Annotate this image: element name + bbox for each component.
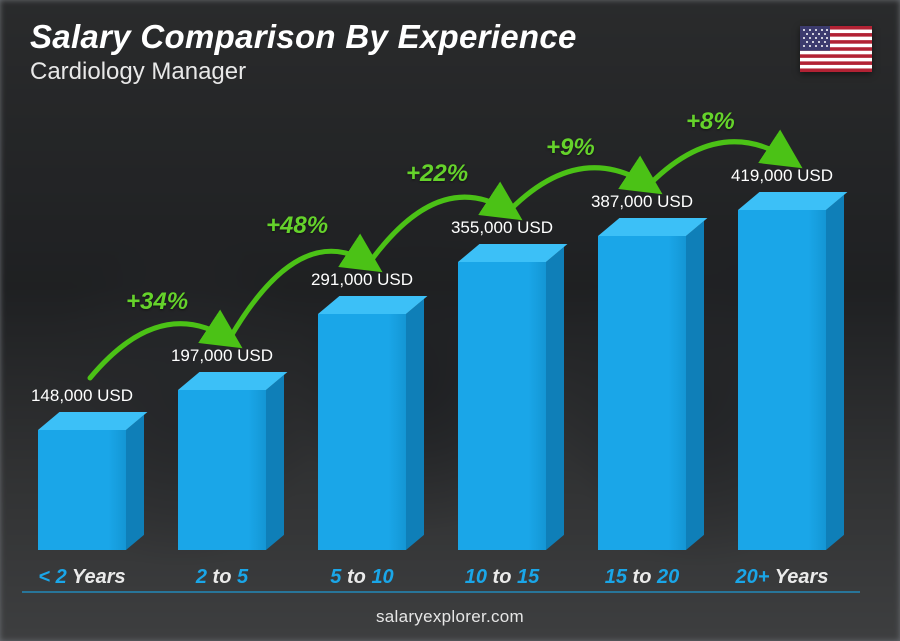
x-label-3: 10 to 15 [440, 566, 564, 589]
arc-path [650, 142, 790, 184]
flag-us-icon [800, 26, 872, 72]
percent-increase-4: +8% [686, 108, 735, 136]
x-label-5: 20+ Years [720, 566, 844, 589]
x-label-2: 5 to 10 [300, 566, 424, 589]
x-axis: < 2 Years 2 to 5 5 to 10 10 to 15 15 to 20 20… [20, 555, 860, 589]
canvas: Salary Comparison By Experience Cardiolo… [0, 0, 900, 641]
x-label-1: 2 to 5 [160, 566, 284, 589]
bar-chart: 148,000 USD197,000 USD291,000 USD355,000… [20, 120, 860, 550]
page-title: Salary Comparison By Experience [30, 18, 577, 56]
footer-attribution: salaryexplorer.com [0, 607, 900, 627]
page-subtitle: Cardiology Manager [30, 58, 246, 86]
x-label-0: < 2 Years [20, 566, 144, 589]
increase-arc-4 [20, 120, 860, 550]
arc-svg [20, 120, 860, 550]
x-label-4: 15 to 20 [580, 566, 704, 589]
baseline-rule [22, 591, 860, 593]
